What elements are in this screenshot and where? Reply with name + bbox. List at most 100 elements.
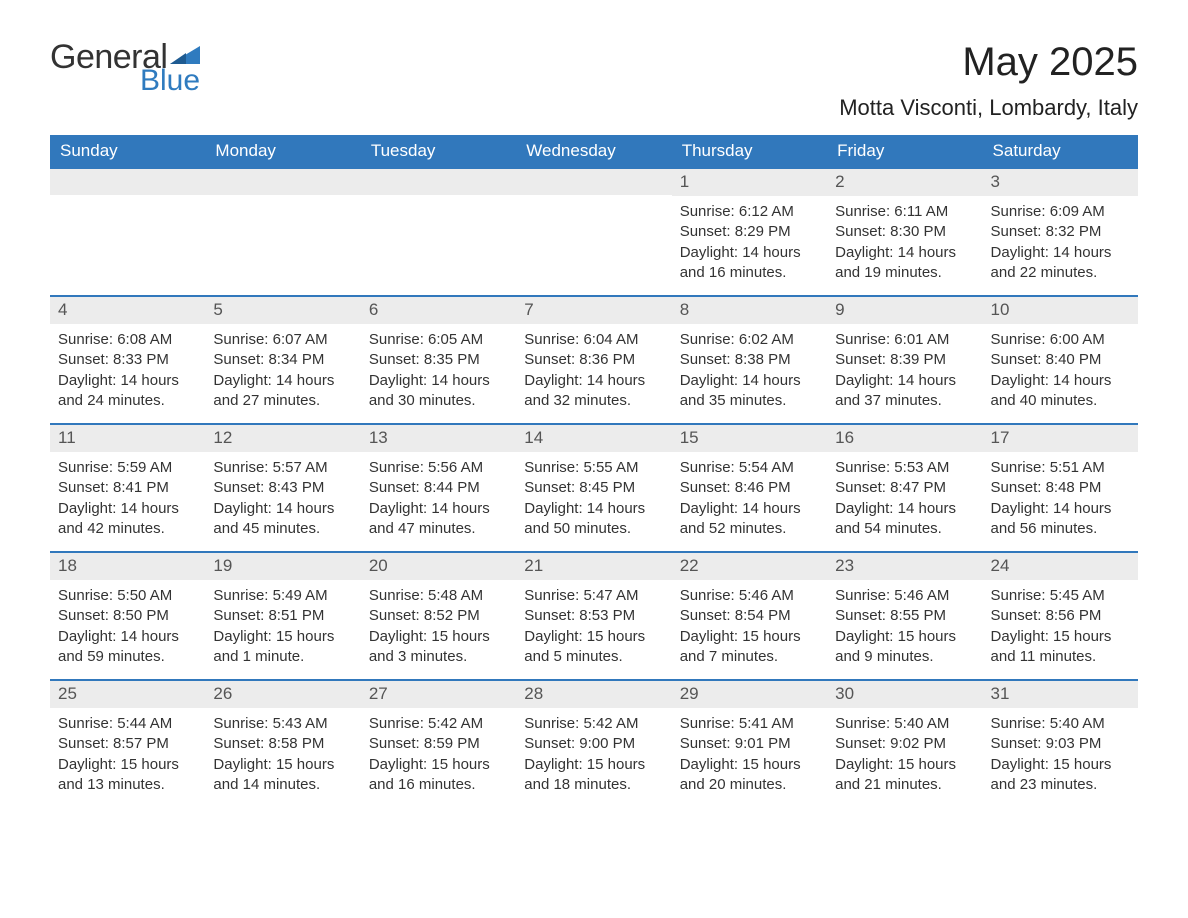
daylight-text: Daylight: 14 hours and 52 minutes. xyxy=(680,499,819,540)
sunrise-text: Sunrise: 6:05 AM xyxy=(369,330,508,350)
calendar-cell xyxy=(361,169,516,295)
daylight-text: Daylight: 14 hours and 22 minutes. xyxy=(991,243,1130,284)
calendar-cell: 18Sunrise: 5:50 AMSunset: 8:50 PMDayligh… xyxy=(50,553,205,679)
daylight-text: Daylight: 14 hours and 47 minutes. xyxy=(369,499,508,540)
day-number: 8 xyxy=(672,297,827,324)
sunset-text: Sunset: 9:00 PM xyxy=(524,734,663,754)
sunset-text: Sunset: 8:56 PM xyxy=(991,606,1130,626)
sunrise-text: Sunrise: 5:42 AM xyxy=(524,714,663,734)
day-number: 1 xyxy=(672,169,827,196)
daylight-text: Daylight: 15 hours and 13 minutes. xyxy=(58,755,197,796)
dayhead-friday: Friday xyxy=(827,135,982,169)
day-number: 26 xyxy=(205,681,360,708)
calendar-cell: 14Sunrise: 5:55 AMSunset: 8:45 PMDayligh… xyxy=(516,425,671,551)
sunset-text: Sunset: 8:59 PM xyxy=(369,734,508,754)
sunset-text: Sunset: 8:36 PM xyxy=(524,350,663,370)
day-number: 30 xyxy=(827,681,982,708)
calendar-cell: 24Sunrise: 5:45 AMSunset: 8:56 PMDayligh… xyxy=(983,553,1138,679)
sunset-text: Sunset: 8:57 PM xyxy=(58,734,197,754)
day-number: 25 xyxy=(50,681,205,708)
sunset-text: Sunset: 8:39 PM xyxy=(835,350,974,370)
calendar-cell: 21Sunrise: 5:47 AMSunset: 8:53 PMDayligh… xyxy=(516,553,671,679)
day-details: Sunrise: 5:54 AMSunset: 8:46 PMDaylight:… xyxy=(672,452,827,547)
dayhead-tuesday: Tuesday xyxy=(361,135,516,169)
sunrise-text: Sunrise: 5:59 AM xyxy=(58,458,197,478)
daylight-text: Daylight: 14 hours and 32 minutes. xyxy=(524,371,663,412)
day-details: Sunrise: 5:57 AMSunset: 8:43 PMDaylight:… xyxy=(205,452,360,547)
page-subtitle: Motta Visconti, Lombardy, Italy xyxy=(839,95,1138,121)
day-number: 20 xyxy=(361,553,516,580)
calendar-cell: 5Sunrise: 6:07 AMSunset: 8:34 PMDaylight… xyxy=(205,297,360,423)
day-number: 28 xyxy=(516,681,671,708)
day-number: 9 xyxy=(827,297,982,324)
sunset-text: Sunset: 8:30 PM xyxy=(835,222,974,242)
sunset-text: Sunset: 8:41 PM xyxy=(58,478,197,498)
calendar-cell xyxy=(205,169,360,295)
sunrise-text: Sunrise: 6:01 AM xyxy=(835,330,974,350)
title-block: May 2025 Motta Visconti, Lombardy, Italy xyxy=(839,40,1138,121)
day-details: Sunrise: 5:49 AMSunset: 8:51 PMDaylight:… xyxy=(205,580,360,675)
sunset-text: Sunset: 8:54 PM xyxy=(680,606,819,626)
daylight-text: Daylight: 14 hours and 37 minutes. xyxy=(835,371,974,412)
day-details: Sunrise: 6:07 AMSunset: 8:34 PMDaylight:… xyxy=(205,324,360,419)
sunrise-text: Sunrise: 6:09 AM xyxy=(991,202,1130,222)
calendar-cell: 26Sunrise: 5:43 AMSunset: 8:58 PMDayligh… xyxy=(205,681,360,807)
calendar-cell: 9 Sunrise: 6:01 AMSunset: 8:39 PMDaylight… xyxy=(827,297,982,423)
sunrise-text: Sunrise: 6:08 AM xyxy=(58,330,197,350)
calendar-cell: 20Sunrise: 5:48 AMSunset: 8:52 PMDayligh… xyxy=(361,553,516,679)
calendar-cell: 13Sunrise: 5:56 AMSunset: 8:44 PMDayligh… xyxy=(361,425,516,551)
calendar-cell: 16Sunrise: 5:53 AMSunset: 8:47 PMDayligh… xyxy=(827,425,982,551)
sunrise-text: Sunrise: 5:46 AM xyxy=(835,586,974,606)
calendar-cell: 6Sunrise: 6:05 AMSunset: 8:35 PMDaylight… xyxy=(361,297,516,423)
sunset-text: Sunset: 8:44 PM xyxy=(369,478,508,498)
dayhead-thursday: Thursday xyxy=(672,135,827,169)
sunrise-text: Sunrise: 5:54 AM xyxy=(680,458,819,478)
sunset-text: Sunset: 8:58 PM xyxy=(213,734,352,754)
daylight-text: Daylight: 14 hours and 27 minutes. xyxy=(213,371,352,412)
day-number: 18 xyxy=(50,553,205,580)
day-details: Sunrise: 5:45 AMSunset: 8:56 PMDaylight:… xyxy=(983,580,1138,675)
day-details: Sunrise: 5:43 AMSunset: 8:58 PMDaylight:… xyxy=(205,708,360,803)
daylight-text: Daylight: 14 hours and 45 minutes. xyxy=(213,499,352,540)
dayhead-wednesday: Wednesday xyxy=(516,135,671,169)
daylight-text: Daylight: 15 hours and 20 minutes. xyxy=(680,755,819,796)
daylight-text: Daylight: 14 hours and 16 minutes. xyxy=(680,243,819,284)
sunset-text: Sunset: 8:32 PM xyxy=(991,222,1130,242)
daylight-text: Daylight: 15 hours and 18 minutes. xyxy=(524,755,663,796)
sunrise-text: Sunrise: 6:02 AM xyxy=(680,330,819,350)
sunrise-text: Sunrise: 5:45 AM xyxy=(991,586,1130,606)
daylight-text: Daylight: 15 hours and 16 minutes. xyxy=(369,755,508,796)
calendar-cell: 8Sunrise: 6:02 AMSunset: 8:38 PMDaylight… xyxy=(672,297,827,423)
sunrise-text: Sunrise: 6:00 AM xyxy=(991,330,1130,350)
sunrise-text: Sunrise: 5:44 AM xyxy=(58,714,197,734)
day-number: 22 xyxy=(672,553,827,580)
dayhead-saturday: Saturday xyxy=(983,135,1138,169)
calendar-cell: 1Sunrise: 6:12 AMSunset: 8:29 PMDaylight… xyxy=(672,169,827,295)
sunrise-text: Sunrise: 5:48 AM xyxy=(369,586,508,606)
day-number xyxy=(50,169,205,195)
daylight-text: Daylight: 14 hours and 24 minutes. xyxy=(58,371,197,412)
daylight-text: Daylight: 15 hours and 14 minutes. xyxy=(213,755,352,796)
daylight-text: Daylight: 14 hours and 35 minutes. xyxy=(680,371,819,412)
day-number: 27 xyxy=(361,681,516,708)
sunrise-text: Sunrise: 6:04 AM xyxy=(524,330,663,350)
calendar-cell: 31Sunrise: 5:40 AMSunset: 9:03 PMDayligh… xyxy=(983,681,1138,807)
sunset-text: Sunset: 8:35 PM xyxy=(369,350,508,370)
calendar-cell: 19Sunrise: 5:49 AMSunset: 8:51 PMDayligh… xyxy=(205,553,360,679)
sunrise-text: Sunrise: 5:49 AM xyxy=(213,586,352,606)
calendar-week: 4Sunrise: 6:08 AMSunset: 8:33 PMDaylight… xyxy=(50,295,1138,423)
sunset-text: Sunset: 8:50 PM xyxy=(58,606,197,626)
sunset-text: Sunset: 8:53 PM xyxy=(524,606,663,626)
sunset-text: Sunset: 8:29 PM xyxy=(680,222,819,242)
day-details: Sunrise: 6:05 AMSunset: 8:35 PMDaylight:… xyxy=(361,324,516,419)
sunset-text: Sunset: 8:33 PM xyxy=(58,350,197,370)
sunrise-text: Sunrise: 5:51 AM xyxy=(991,458,1130,478)
calendar-cell: 2Sunrise: 6:11 AMSunset: 8:30 PMDaylight… xyxy=(827,169,982,295)
daylight-text: Daylight: 15 hours and 23 minutes. xyxy=(991,755,1130,796)
day-details: Sunrise: 6:08 AMSunset: 8:33 PMDaylight:… xyxy=(50,324,205,419)
daylight-text: Daylight: 15 hours and 1 minute. xyxy=(213,627,352,668)
calendar-cell: 10Sunrise: 6:00 AMSunset: 8:40 PMDayligh… xyxy=(983,297,1138,423)
daylight-text: Daylight: 15 hours and 5 minutes. xyxy=(524,627,663,668)
day-number xyxy=(361,169,516,195)
calendar-week: 25Sunrise: 5:44 AMSunset: 8:57 PMDayligh… xyxy=(50,679,1138,807)
